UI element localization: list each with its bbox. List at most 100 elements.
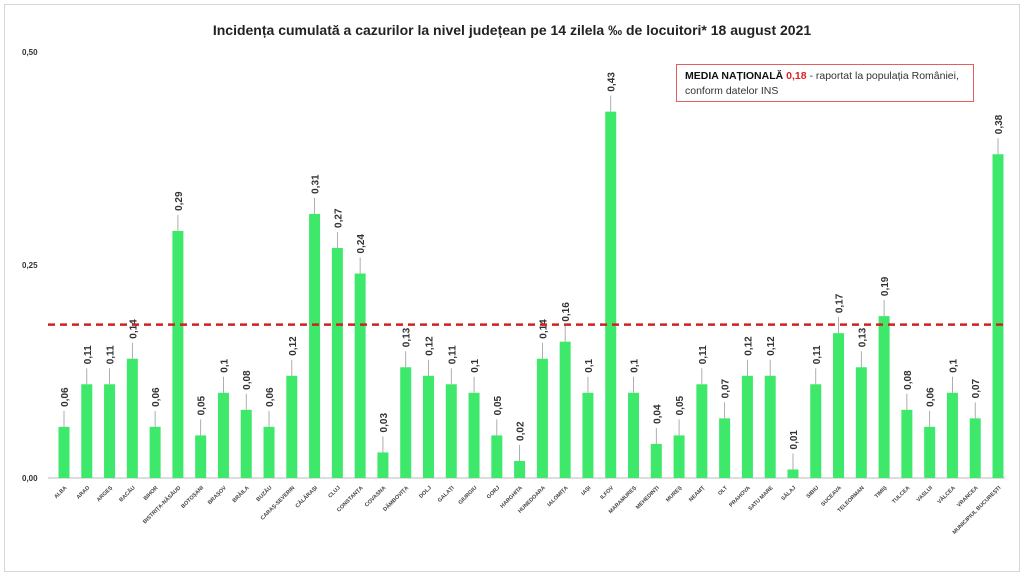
value-label: 0,1 — [630, 358, 641, 372]
value-label: 0,02 — [516, 421, 527, 441]
x-tick-label: GALAȚI — [437, 485, 456, 504]
value-label: 0,05 — [493, 395, 504, 415]
value-label: 0,29 — [174, 191, 185, 211]
x-tick-label: BACĂU — [118, 484, 137, 503]
bar-galați — [445, 384, 457, 478]
value-label: 0,1 — [948, 358, 959, 372]
bar-hunedoara — [536, 358, 548, 478]
x-tick-label: COVASNA — [364, 485, 387, 508]
value-label: 0,12 — [424, 336, 435, 356]
value-label: 0,07 — [721, 378, 732, 398]
x-tick-label: BIHOR — [143, 485, 160, 502]
y-tick-label: 0,00 — [22, 474, 38, 483]
value-label: 0,43 — [607, 72, 618, 92]
bar-botoșani — [195, 435, 207, 478]
x-tick-label: TIMIȘ — [874, 485, 889, 500]
legend-bold: MEDIA NAȚIONALĂ — [685, 70, 784, 82]
value-label: 0,12 — [288, 336, 299, 356]
value-label: 0,11 — [812, 345, 823, 364]
value-label: 0,06 — [60, 387, 71, 407]
value-label: 0,14 — [538, 319, 549, 339]
bar-argeș — [104, 384, 116, 478]
bar-vaslui — [924, 426, 936, 478]
x-tick-label: VASLUI — [916, 485, 935, 504]
value-label: 0,08 — [242, 370, 253, 390]
chart-title: Incidența cumulată a cazurilor la nivel … — [212, 22, 812, 38]
bar-municipiul-bucurești — [992, 154, 1004, 479]
value-label: 0,11 — [106, 345, 117, 364]
bar-tulcea — [901, 409, 913, 478]
bar-sibiu — [810, 384, 822, 478]
value-label: 0,03 — [379, 413, 390, 433]
bar-constanța — [354, 273, 366, 478]
y-tick-label: 0,50 — [22, 48, 38, 57]
x-tick-label: ILFOV — [599, 485, 615, 501]
value-label: 0,08 — [903, 370, 914, 390]
value-label: 0,19 — [880, 276, 891, 296]
x-tick-label: SIBIU — [806, 485, 821, 500]
bar-mureș — [673, 435, 685, 478]
x-tick-label: VÂLCEA — [936, 484, 957, 505]
value-label: 0,1 — [470, 358, 481, 372]
bar-ilfov — [605, 111, 617, 478]
bar-covasna — [377, 452, 389, 478]
value-label: 0,17 — [835, 293, 846, 313]
value-label: 0,27 — [333, 208, 344, 228]
legend-value: 0,18 — [786, 70, 807, 82]
value-label: 0,05 — [197, 395, 208, 415]
x-tick-label: ARGEȘ — [96, 485, 114, 503]
value-label: 0,13 — [402, 327, 413, 347]
x-tick-label: ALBA — [53, 485, 68, 500]
bar-ialomița — [559, 341, 571, 478]
bar-teleorman — [855, 367, 867, 478]
value-label: 0,01 — [789, 430, 800, 450]
bar-caraș-severin — [286, 375, 298, 478]
value-label: 0,1 — [219, 358, 230, 372]
x-tick-label: BUZĂU — [255, 484, 274, 503]
legend-text: - raportat la populația României, confor… — [685, 70, 959, 97]
value-label: 0,38 — [994, 114, 1005, 134]
bar-dolj — [422, 375, 434, 478]
x-tick-label: VRANCEA — [956, 485, 979, 508]
bar-neamț — [696, 384, 708, 478]
national-average-legend: MEDIA NAȚIONALĂ 0,18 - raportat la popul… — [676, 64, 974, 102]
value-label: 0,06 — [265, 387, 276, 407]
x-tick-label: DOLJ — [418, 485, 433, 500]
value-label: 0,11 — [698, 345, 709, 364]
x-tick-label: SĂLAJ — [780, 484, 798, 502]
bar-vâlcea — [946, 392, 958, 478]
value-label: 0,06 — [926, 387, 937, 407]
value-label: 0,16 — [561, 302, 572, 322]
bar-brașov — [217, 392, 229, 478]
value-label: 0,31 — [311, 174, 322, 194]
value-label: 0,05 — [675, 395, 686, 415]
value-label: 0,24 — [356, 234, 367, 254]
x-tick-label: GORJ — [486, 485, 501, 500]
x-tick-label: PRAHOVA — [728, 485, 751, 508]
bar-arad — [81, 384, 93, 478]
value-label: 0,07 — [971, 378, 982, 398]
x-tick-label: SATU MARE — [748, 485, 775, 512]
bar-timiș — [878, 316, 890, 478]
value-label: 0,12 — [766, 336, 777, 356]
bar-dâmbovița — [400, 367, 412, 478]
x-tick-label: TULCEA — [891, 485, 911, 505]
value-label: 0,14 — [128, 319, 139, 339]
bar-vrancea — [969, 418, 981, 478]
bar-prahova — [741, 375, 753, 478]
bar-alba — [58, 426, 70, 478]
value-label: 0,13 — [857, 327, 868, 347]
bar-brăila — [240, 409, 252, 478]
x-tick-label: BRAȘOV — [207, 485, 228, 506]
x-tick-label: BOTOȘANI — [180, 485, 205, 510]
value-label: 0,1 — [584, 358, 595, 372]
bar-satu-mare — [764, 375, 776, 478]
value-label: 0,06 — [151, 387, 162, 407]
x-tick-label: MEHEDINȚI — [635, 485, 661, 511]
x-tick-label: IAȘI — [581, 485, 593, 497]
bar-bihor — [149, 426, 161, 478]
bar-mehedinți — [650, 443, 662, 478]
value-label: 0,12 — [743, 336, 754, 356]
bar-giurgiu — [468, 392, 480, 478]
